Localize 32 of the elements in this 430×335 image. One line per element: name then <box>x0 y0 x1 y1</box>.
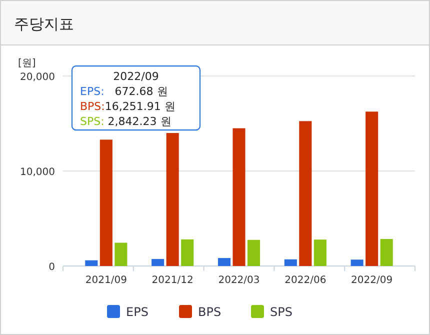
legend-label: SPS <box>270 305 292 319</box>
annotation: 2022/09 <box>113 70 159 83</box>
bar <box>247 240 260 266</box>
bar <box>152 258 164 266</box>
y-tick-label: 10,000 <box>20 167 55 178</box>
annotation: BPS:16,251.91 원 <box>80 100 176 113</box>
legend-label: BPS <box>198 305 222 319</box>
y-axis-title: [원] <box>18 58 36 69</box>
bar <box>314 240 326 266</box>
legend-label: EPS <box>126 305 148 319</box>
y-tick-label: 0 <box>48 262 55 273</box>
x-tick-label: 2022/06 <box>284 275 326 286</box>
annotation: EPS: 672.68 원 <box>80 85 168 98</box>
chart-title: 주당지표 <box>14 15 74 33</box>
bar <box>380 239 393 266</box>
x-tick-label: 2022/03 <box>218 275 260 286</box>
bar <box>284 259 297 266</box>
bar <box>114 242 128 266</box>
bar <box>181 239 194 266</box>
annotation: SPS: 2,842.23 원 <box>80 115 172 128</box>
bar <box>299 121 312 266</box>
bar <box>366 112 378 266</box>
x-tick-label: 2022/09 <box>351 275 393 286</box>
bar <box>350 260 364 266</box>
y-tick-label: 20,000 <box>20 72 55 83</box>
bar <box>218 258 231 266</box>
bar <box>85 260 98 266</box>
bar <box>232 128 246 266</box>
bar <box>100 140 112 266</box>
bar <box>166 133 179 266</box>
x-tick-label: 2021/12 <box>152 275 194 286</box>
x-tick-label: 2021/09 <box>85 275 127 286</box>
